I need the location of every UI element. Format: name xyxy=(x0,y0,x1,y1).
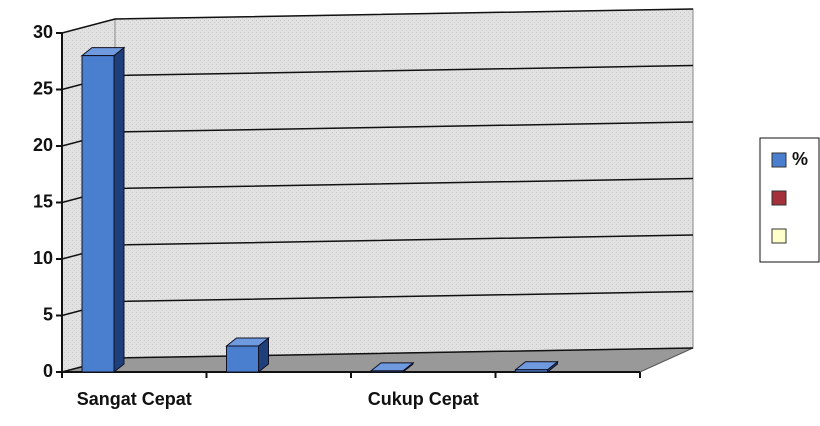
y-tick-label: 15 xyxy=(33,191,53,211)
bar xyxy=(370,370,404,373)
y-tick-label: 20 xyxy=(33,135,53,155)
legend-swatch xyxy=(771,152,787,168)
y-tick-label: 0 xyxy=(43,361,53,381)
y-tick-label: 10 xyxy=(33,248,53,268)
x-tick-label: Sangat Cepat xyxy=(77,389,192,409)
bar xyxy=(81,55,115,373)
bar xyxy=(515,369,548,373)
bar-side xyxy=(113,46,125,374)
y-tick-label: 5 xyxy=(43,304,53,324)
y-tick-label: 30 xyxy=(33,22,53,42)
legend-swatch xyxy=(771,190,787,206)
legend-box xyxy=(759,137,820,263)
x-tick-label: Cukup Cepat xyxy=(368,389,479,409)
legend-label: % xyxy=(792,149,808,169)
legend-swatch xyxy=(771,228,787,244)
bar xyxy=(226,345,259,373)
grid-line xyxy=(61,8,694,34)
y-tick-label: 25 xyxy=(33,78,53,98)
